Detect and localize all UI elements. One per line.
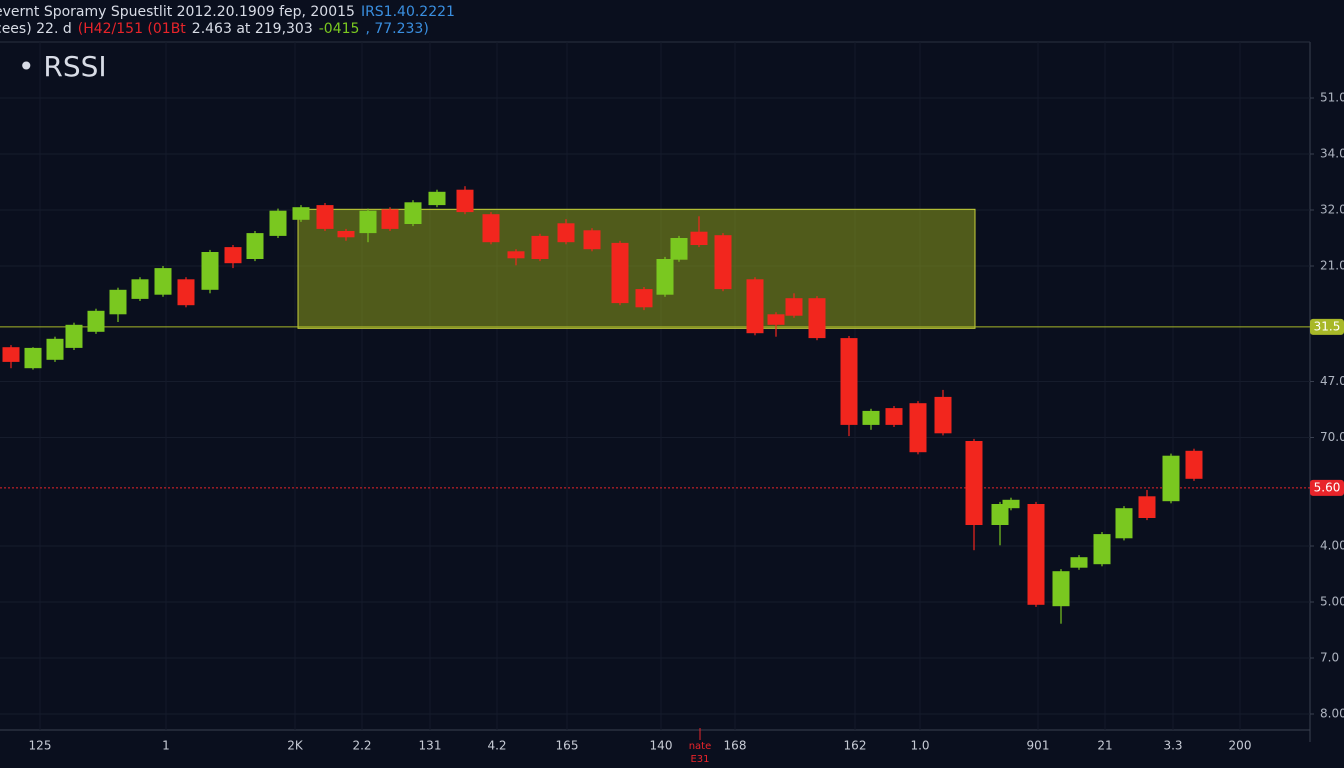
price-tag-label: 31.5 [1314, 319, 1341, 333]
y-tick-label: 4.00 [1320, 539, 1344, 553]
crosshair-label: nate [689, 741, 712, 752]
header-line: evernt Sporamy Spuestlit 2012.20.1909 fe… [0, 4, 455, 20]
y-tick-label: 7.0 [1320, 651, 1339, 665]
candle-body [428, 191, 446, 206]
x-tick-label: 162 [844, 739, 867, 753]
y-tick-label: 21.0 [1320, 259, 1344, 273]
candle-body [557, 223, 575, 243]
candle-body [885, 408, 903, 425]
header-segment: 2.463 at 219,303 [192, 21, 313, 37]
y-tick-label: 8.00 [1320, 707, 1344, 721]
candle-body [965, 441, 983, 525]
candle-body [1162, 455, 1180, 502]
candle-body [656, 259, 674, 295]
candle-body [1185, 450, 1203, 479]
candle-body [611, 242, 629, 304]
x-tick-label: 3.3 [1163, 739, 1182, 753]
candle-body [246, 233, 264, 259]
candle-body [785, 298, 803, 316]
y-tick-label: 51.0 [1320, 91, 1344, 105]
candle-body [87, 310, 105, 332]
price-tag-label: 5.60 [1314, 480, 1341, 494]
candle-body [840, 338, 858, 425]
candle-body [507, 251, 525, 259]
candle-body [767, 314, 785, 325]
candle-body [1002, 499, 1020, 509]
x-tick-label: 165 [556, 739, 579, 753]
x-tick-label: 1.0 [910, 739, 929, 753]
header-segment: evernt Sporamy Spuestlit 2012.20.1909 fe… [0, 4, 355, 20]
x-tick-label: 901 [1027, 739, 1050, 753]
y-tick-label: 5.00 [1320, 595, 1344, 609]
candle-body [746, 279, 764, 334]
candle-body [1138, 496, 1156, 518]
candle-body [131, 279, 149, 299]
x-tick-label: 125 [29, 739, 52, 753]
header-segment: (H42/151 (01Bt [78, 21, 187, 37]
candle-body [359, 210, 377, 234]
candle-body [670, 238, 688, 260]
candle-body [109, 289, 127, 315]
candle-body [2, 347, 20, 362]
y-tick-label: 70.0 [1320, 430, 1344, 444]
candle-body [224, 247, 242, 264]
candle-body [24, 347, 42, 369]
candle-body [292, 207, 310, 220]
zone [297, 208, 976, 329]
x-tick-label: 4.2 [487, 739, 506, 753]
x-tick-label: 2.2 [352, 739, 371, 753]
price-tag [1310, 479, 1344, 496]
candle-body [1115, 508, 1133, 539]
candle-body [714, 235, 732, 290]
price-tag [1310, 318, 1344, 335]
x-tick-label: 168 [724, 739, 747, 753]
candle-body [269, 210, 287, 236]
candle-body [583, 230, 601, 250]
header-segment: IRS1.40.2221 [361, 4, 455, 20]
x-tick-label: 1 [162, 739, 170, 753]
candle-body [456, 189, 474, 213]
header-segment: -0415 [319, 21, 360, 37]
candle-body [177, 279, 195, 306]
header-line: cees) 22. d (H42/151 (01Bt 2.463 at 219,30… [0, 21, 429, 37]
y-tick-label: 47.0 [1320, 374, 1344, 388]
candle-body [337, 231, 355, 238]
candle-body [862, 410, 880, 425]
candle-body [934, 396, 952, 434]
y-tick-label: 32.0 [1320, 203, 1344, 217]
crosshair-label: E31 [690, 754, 709, 765]
candle-body [531, 235, 549, 259]
candle-body [316, 205, 334, 229]
candle-body [154, 268, 172, 295]
candle-body [991, 504, 1009, 525]
candle-body [1027, 504, 1045, 605]
x-tick-label: 2K [287, 739, 304, 753]
candle-body [1052, 571, 1070, 607]
y-tick-label: 34.0 [1320, 147, 1344, 161]
candle-body [690, 231, 708, 245]
candle-body [482, 214, 500, 243]
candle-body [46, 338, 64, 360]
candle-body [1070, 557, 1088, 568]
candle-body [404, 202, 422, 224]
candle-body [635, 289, 653, 308]
x-tick-label: 131 [419, 739, 442, 753]
candle-body [65, 324, 83, 348]
candle-body [909, 403, 927, 453]
x-tick-label: 21 [1097, 739, 1112, 753]
candle-body [1093, 534, 1111, 565]
candle-body [381, 209, 399, 229]
header-segment: cees) 22. d [0, 21, 72, 37]
candle-body [201, 252, 219, 290]
chart-title: • RSSI [18, 50, 107, 83]
x-tick-label: 140 [650, 739, 673, 753]
header-segment: , 77.233) [365, 21, 428, 37]
candle-body [808, 298, 826, 339]
x-tick-label: 200 [1229, 739, 1252, 753]
